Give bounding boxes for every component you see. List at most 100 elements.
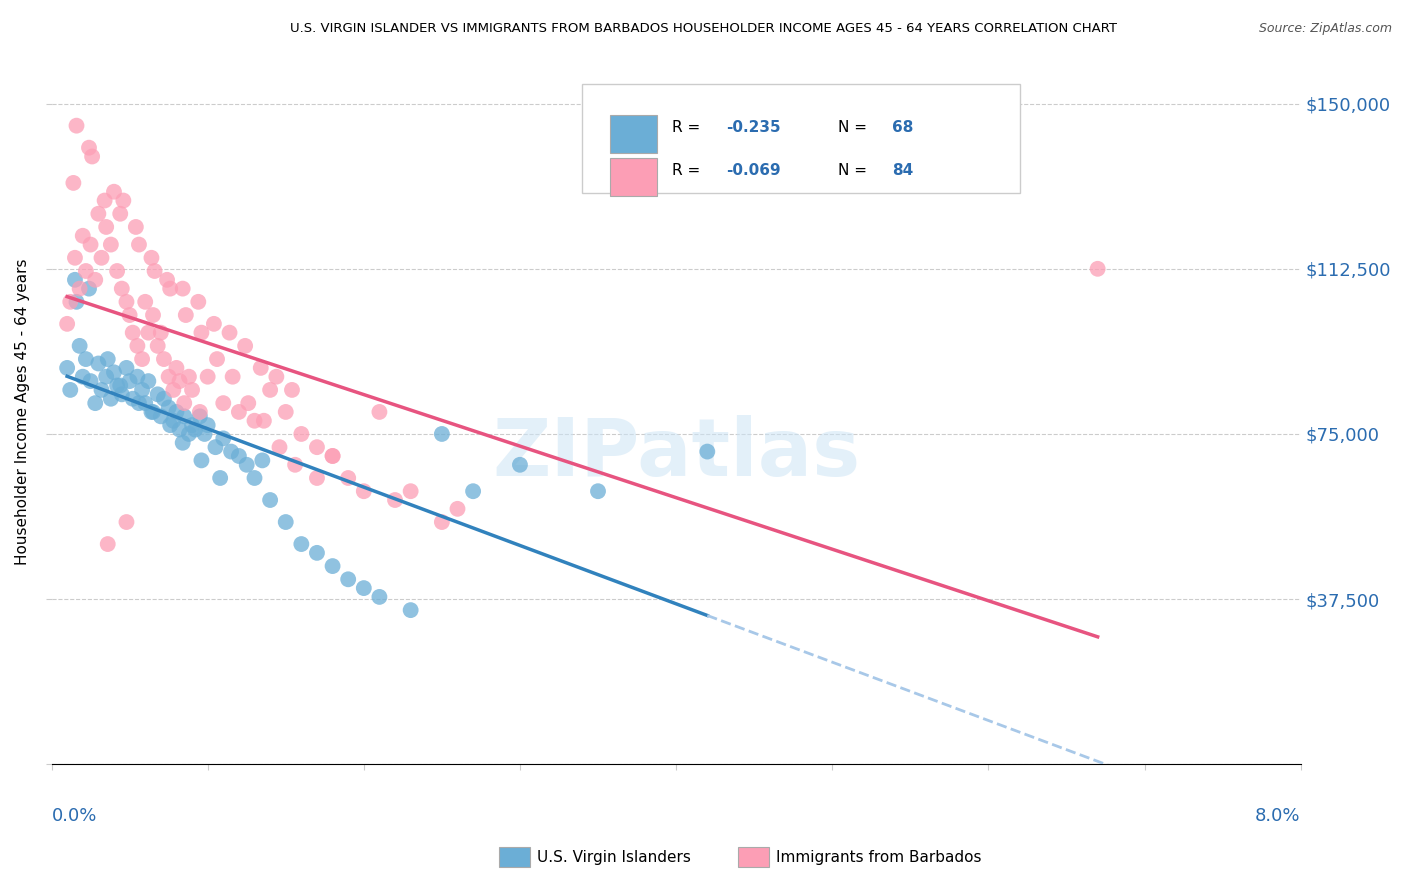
Point [142,405,165,419]
Point [82,149,104,163]
Text: Immigrants from Barbados: Immigrants from Barbados [776,850,981,864]
Y-axis label: Householder Income Ages 45 - 64 years: Householder Income Ages 45 - 64 years [15,259,30,566]
Point [353,581,375,595]
Point [173,409,195,424]
Point [243,414,266,428]
Point [134,294,156,309]
Point [188,409,211,424]
Point [115,515,138,529]
Point [87,356,110,370]
Point [269,440,291,454]
Point [337,572,360,586]
Point [90,383,112,397]
Point [368,590,391,604]
Point [169,423,191,437]
Point [509,458,531,472]
Text: N =: N = [838,162,872,178]
Point [79,374,101,388]
Point [56,317,79,331]
Point [165,360,187,375]
Text: -0.069: -0.069 [725,162,780,178]
Text: 0.0%: 0.0% [52,806,97,824]
Point [141,405,163,419]
Point [290,426,312,441]
Point [184,423,207,437]
Point [65,294,87,309]
FancyBboxPatch shape [582,84,1019,194]
Point [105,378,128,392]
Point [110,378,132,392]
Point [188,405,211,419]
FancyBboxPatch shape [738,847,769,867]
Point [87,207,110,221]
Point [112,194,135,208]
Point [368,405,391,419]
Point [322,449,344,463]
Text: 68: 68 [893,120,914,135]
Point [62,176,84,190]
Point [56,360,79,375]
Text: U.S. Virgin Islanders: U.S. Virgin Islanders [537,850,690,864]
Point [322,449,344,463]
Point [212,396,235,410]
Point [190,326,212,340]
Point [187,294,209,309]
Text: ZIPatlas: ZIPatlas [492,415,860,493]
Point [63,251,86,265]
Point [290,537,312,551]
Point [252,453,274,467]
Point [159,282,181,296]
Point [337,471,360,485]
Point [100,392,122,406]
Point [259,383,281,397]
Point [165,405,187,419]
Point [461,484,484,499]
Point [77,282,100,296]
Point [384,493,406,508]
Point [121,392,143,406]
Point [146,339,169,353]
Point [219,444,242,458]
Point [157,369,180,384]
Point [69,339,91,353]
Point [146,387,169,401]
Point [274,515,297,529]
Point [202,317,225,331]
Point [266,369,288,384]
FancyBboxPatch shape [610,158,658,196]
FancyBboxPatch shape [499,847,530,867]
Point [228,449,250,463]
Point [305,546,328,560]
Point [128,237,150,252]
Point [197,418,219,433]
Point [235,458,257,472]
Point [111,387,134,401]
Point [159,418,181,433]
Point [284,458,307,472]
Point [93,194,115,208]
Text: -0.235: -0.235 [725,120,780,135]
Point [696,444,718,458]
Text: R =: R = [672,120,706,135]
Point [149,326,172,340]
Point [118,308,141,322]
Point [63,273,86,287]
Point [1087,261,1109,276]
Text: 8.0%: 8.0% [1256,806,1301,824]
Point [134,396,156,410]
Point [249,360,271,375]
Point [69,282,91,296]
Point [143,264,166,278]
Point [174,308,197,322]
Point [197,369,219,384]
Point [305,440,328,454]
Point [127,339,149,353]
Text: 84: 84 [893,162,914,178]
Point [430,515,453,529]
Text: U.S. VIRGIN ISLANDER VS IMMIGRANTS FROM BARBADOS HOUSEHOLDER INCOME AGES 45 - 64: U.S. VIRGIN ISLANDER VS IMMIGRANTS FROM … [290,22,1116,36]
Point [243,471,266,485]
Point [138,374,160,388]
Point [218,326,240,340]
Point [173,396,195,410]
Point [121,326,143,340]
